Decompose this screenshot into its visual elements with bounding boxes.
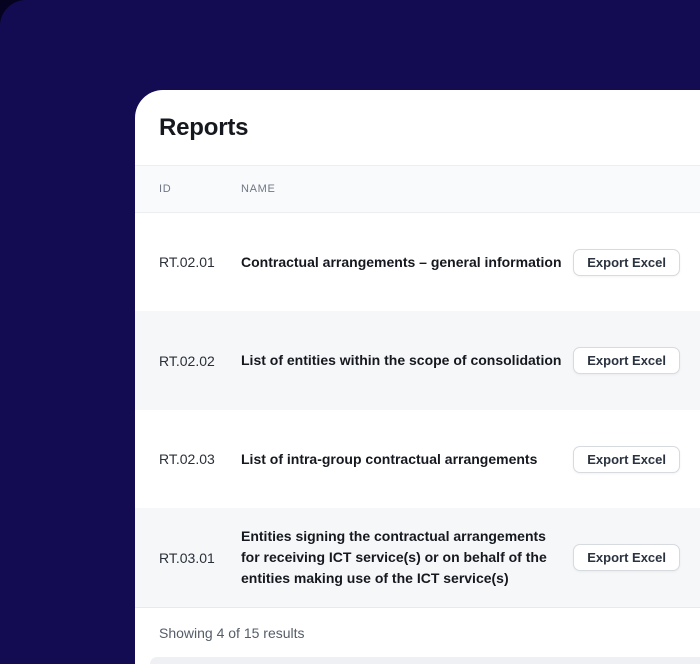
next-section-edge (150, 657, 700, 664)
report-id: RT.02.02 (159, 352, 215, 369)
report-name: Contractual arrangements – general infor… (241, 253, 562, 270)
table-row: RT.02.01 Contractual arrangements – gene… (135, 213, 700, 311)
export-excel-button[interactable]: Export Excel (573, 248, 680, 276)
table-footer: Showing 4 of 15 results (135, 607, 700, 657)
report-id: RT.02.01 (159, 254, 215, 270)
table-row: RT.02.02 List of entities within the sco… (135, 311, 700, 410)
report-name: List of entities within the scope of con… (241, 352, 562, 368)
results-count: Showing 4 of 15 results (159, 624, 305, 641)
report-name: List of intra-group contractual arrangem… (241, 450, 538, 467)
card-header: Reports (135, 90, 700, 166)
table-header-row: ID NAME (135, 166, 700, 213)
export-excel-button[interactable]: Export Excel (573, 445, 680, 473)
export-excel-button[interactable]: Export Excel (573, 544, 680, 571)
table-row: RT.02.03 List of intra-group contractual… (135, 410, 700, 508)
report-id: RT.02.03 (159, 451, 215, 467)
report-id: RT.03.01 (159, 549, 215, 566)
page-title: Reports (159, 113, 249, 141)
reports-card: Reports ID NAME RT.02.01 Contractual arr… (135, 90, 700, 664)
table-row: RT.03.01 Entities signing the contractua… (135, 508, 700, 607)
export-excel-button[interactable]: Export Excel (573, 347, 680, 374)
column-header-name: NAME (241, 183, 276, 195)
column-header-id: ID (159, 183, 172, 195)
report-name: Entities signing the contractual arrange… (241, 528, 547, 586)
